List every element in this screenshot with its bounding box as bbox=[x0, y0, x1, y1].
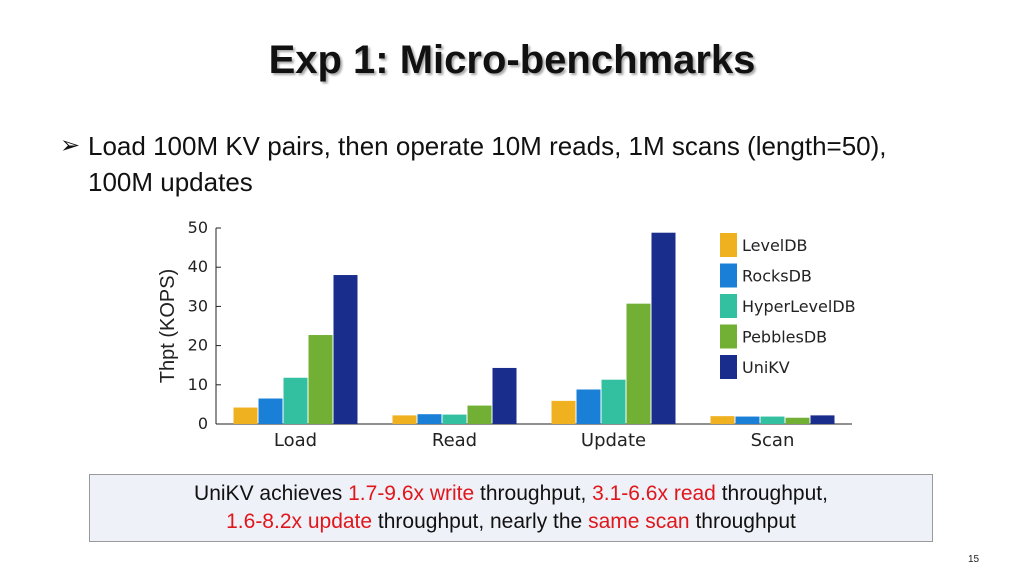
bar-rocksdb-read bbox=[417, 414, 442, 424]
bar-unikv-load bbox=[333, 275, 358, 424]
bar-rocksdb-update bbox=[576, 389, 601, 424]
legend-swatch bbox=[720, 324, 737, 349]
y-tick-label: 0 bbox=[198, 414, 208, 433]
bar-unikv-read bbox=[492, 367, 517, 424]
y-tick-label: 20 bbox=[188, 336, 208, 355]
legend-label: RocksDB bbox=[742, 267, 812, 286]
bar-pebblesdb-read bbox=[467, 405, 492, 424]
x-tick-label: Update bbox=[581, 430, 646, 451]
y-axis-title: Thpt (KOPS) bbox=[157, 269, 179, 383]
callout-update-highlight: 1.6-8.2x update bbox=[226, 510, 373, 533]
y-tick-label: 40 bbox=[188, 257, 208, 276]
bar-hyperleveldb-load bbox=[283, 377, 308, 424]
legend-label: UniKV bbox=[742, 358, 790, 377]
callout-text-1: UniKV achieves bbox=[194, 482, 349, 505]
bar-leveldb-scan bbox=[710, 416, 735, 424]
x-tick-label: Read bbox=[432, 430, 477, 451]
bar-pebblesdb-update bbox=[626, 303, 651, 424]
bar-unikv-update bbox=[651, 232, 676, 424]
legend-label: PebblesDB bbox=[742, 328, 827, 347]
bar-rocksdb-scan bbox=[735, 416, 760, 424]
legend-swatch bbox=[720, 294, 737, 318]
y-tick-label: 10 bbox=[188, 375, 208, 394]
bar-hyperleveldb-read bbox=[442, 414, 467, 424]
legend-swatch bbox=[720, 263, 737, 288]
bar-leveldb-update bbox=[551, 400, 576, 424]
bar-unikv-scan bbox=[810, 415, 835, 424]
bar-hyperleveldb-scan bbox=[760, 416, 785, 424]
callout-text-3: throughput, bbox=[715, 482, 828, 505]
legend-label: LevelDB bbox=[742, 236, 808, 255]
bar-pebblesdb-scan bbox=[785, 417, 810, 424]
legend-swatch bbox=[720, 355, 737, 379]
bar-hyperleveldb-update bbox=[601, 379, 626, 424]
y-tick-label: 50 bbox=[188, 218, 208, 237]
page-number: 15 bbox=[968, 554, 980, 565]
y-tick-label: 30 bbox=[188, 296, 208, 315]
bar-leveldb-load bbox=[233, 407, 258, 424]
x-tick-label: Load bbox=[274, 430, 317, 451]
slide-title: Exp 1: Micro-benchmarks bbox=[268, 38, 756, 82]
callout-text-4: throughput, nearly the bbox=[372, 510, 589, 533]
x-tick-label: Scan bbox=[751, 430, 795, 451]
summary-callout: UniKV achieves 1.7-9.6x write throughput… bbox=[89, 474, 933, 542]
bullet-text: Load 100M KV pairs, then operate 10M rea… bbox=[88, 131, 887, 197]
legend-swatch bbox=[720, 233, 737, 257]
callout-read-highlight: 3.1-6.6x read bbox=[592, 482, 716, 505]
bar-pebblesdb-load bbox=[308, 335, 333, 424]
arrow-bullet-icon: ➢ bbox=[60, 132, 81, 159]
callout-text-5: throughput bbox=[689, 510, 796, 533]
callout-scan-highlight: same scan bbox=[588, 510, 690, 533]
throughput-bar-chart: 0 10 20 30 40 50 Thpt (KOPS) Load Read Update Scan… bbox=[157, 218, 856, 451]
callout-write-highlight: 1.7-9.6x write bbox=[348, 482, 475, 505]
legend-label: HyperLevelDB bbox=[742, 297, 856, 316]
bar-leveldb-read bbox=[392, 415, 417, 424]
bar-rocksdb-load bbox=[258, 398, 283, 424]
callout-text-2: throughput, bbox=[474, 482, 593, 505]
